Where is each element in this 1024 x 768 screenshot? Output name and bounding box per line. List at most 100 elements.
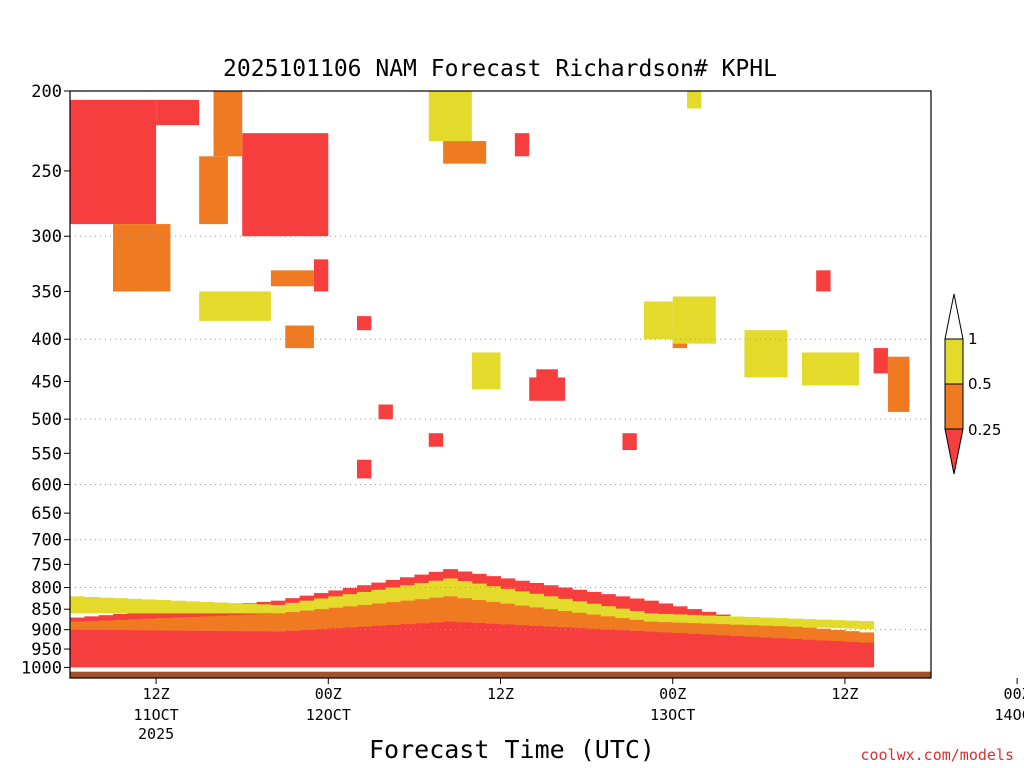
ri-band-1-col <box>256 613 272 632</box>
ri-band-2-col <box>299 600 315 611</box>
ri-band-1-col <box>70 621 85 630</box>
ri-cell-region-13 <box>622 433 637 451</box>
ri-cell-region-30 <box>199 291 271 321</box>
ri-band-2-col <box>787 618 803 627</box>
ri-band-1-col <box>385 602 401 626</box>
ri-band-1-col <box>242 614 258 632</box>
ri-cell-region-1 <box>156 99 200 126</box>
ri-band-1-col <box>285 612 301 631</box>
credit-text: coolwx.com/models <box>860 746 1014 764</box>
colorbar-legend: 1 0.5 0.25 <box>944 293 1001 475</box>
ri-band-2-col <box>543 596 559 610</box>
y-tick-label-800: 800 <box>31 578 62 598</box>
ri-cell-region-20 <box>285 325 314 349</box>
ri-cell-region-23 <box>887 356 910 412</box>
y-tick-label-300: 300 <box>31 227 62 247</box>
ri-band-2-col <box>600 606 616 617</box>
ri-band-0-col <box>184 608 200 668</box>
y-tick-label-700: 700 <box>31 531 62 551</box>
ri-band-2-col <box>156 600 171 614</box>
ri-band-2-col <box>744 617 760 626</box>
ri-band-1-col <box>801 627 817 640</box>
ri-cell-region-21 <box>443 141 487 164</box>
y-tick-label-900: 900 <box>31 621 62 641</box>
ri-band-2-col <box>658 613 674 623</box>
ri-band-1-col <box>543 604 559 627</box>
ground-surface <box>70 671 931 678</box>
ri-band-1-col <box>514 602 530 626</box>
x-tick-date-1: 12OCT <box>306 706 351 724</box>
ri-band-1-col <box>84 621 100 630</box>
ri-band-2-col <box>414 582 430 600</box>
ri-band-2-col <box>457 581 473 599</box>
x-tick-label-5: 00Z <box>1004 685 1024 703</box>
x-tick-date-0: 11OCT <box>134 706 179 724</box>
ri-cell-region-28 <box>801 352 860 386</box>
y-tick-label-450: 450 <box>31 372 62 392</box>
ri-band-0-col <box>70 617 85 668</box>
ri-band-0-col <box>213 605 229 668</box>
x-tick-year-0: 2025 <box>138 725 174 743</box>
x-tick-label-3: 00Z <box>659 685 686 703</box>
ri-band-1-col <box>529 603 545 626</box>
ri-cell-region-19 <box>270 270 314 287</box>
ri-band-2-col <box>400 585 415 601</box>
ri-band-2-col <box>371 589 387 604</box>
ri-band-2-col <box>830 620 846 629</box>
ri-band-0-col <box>615 596 631 668</box>
ri-band-0-col <box>227 604 243 668</box>
ri-band-1-col <box>156 618 171 631</box>
ri-cell-region-29 <box>687 91 702 109</box>
ri-band-2-col <box>514 591 530 606</box>
ri-band-1-col <box>486 600 501 624</box>
y-tick-label-350: 350 <box>31 282 62 302</box>
ri-cell-region-31 <box>471 352 501 390</box>
ri-cell-region-26 <box>672 296 716 344</box>
ri-cell-region-10 <box>428 433 444 447</box>
ri-band-0-col <box>816 633 832 668</box>
ri-band-2-col <box>859 621 875 630</box>
ri-band-2-col <box>701 615 717 624</box>
ri-band-1-col <box>787 626 803 640</box>
colorbar-label-0: 1 <box>968 330 978 348</box>
ri-cell-region-12 <box>529 377 566 401</box>
ri-cell-region-9 <box>378 404 393 420</box>
ri-band-2-col <box>328 596 344 608</box>
ri-band-1-col <box>744 622 760 637</box>
x-tick-label-4: 12Z <box>831 685 858 703</box>
ri-band-2-col <box>342 594 358 607</box>
ri-band-1-col <box>471 598 487 624</box>
richardson-cells <box>70 91 910 668</box>
ri-band-2-col <box>270 604 286 614</box>
ri-band-2-col <box>127 598 143 614</box>
ri-cell-region-18 <box>213 91 243 157</box>
ri-band-1-col <box>371 603 387 626</box>
ri-band-2-col <box>687 614 702 624</box>
x-tick-date-3: 13OCT <box>650 706 695 724</box>
y-tick-label-1000: 1000 <box>21 658 62 678</box>
ri-band-0-col <box>600 594 616 668</box>
ri-band-1-col <box>400 600 415 625</box>
ri-band-1-col <box>428 597 444 623</box>
ri-cell-region-25 <box>644 301 673 340</box>
ri-band-1-col <box>342 606 358 628</box>
ri-band-2-col <box>213 602 229 614</box>
ri-band-2-col <box>141 599 157 614</box>
ri-band-1-col <box>414 599 430 624</box>
ri-band-2-col <box>184 601 200 614</box>
ri-band-1-col <box>313 609 329 630</box>
ri-band-2-col <box>557 598 573 612</box>
ri-cell-region-24 <box>428 91 472 142</box>
ri-band-1-col <box>557 606 573 628</box>
ri-band-2-col <box>773 618 788 627</box>
ri-band-2-col <box>357 591 372 605</box>
ri-band-2-col <box>572 601 588 613</box>
ri-band-2-col <box>113 598 128 614</box>
ri-cell-region-3 <box>242 133 329 237</box>
ri-band-1-col <box>227 615 243 632</box>
ri-band-2-col <box>629 611 645 620</box>
x-axis-label: Forecast Time (UTC) <box>369 735 655 764</box>
colorbar-bin-below-0.25 <box>944 428 964 475</box>
colorbar-label-2: 0.25 <box>968 421 1001 439</box>
